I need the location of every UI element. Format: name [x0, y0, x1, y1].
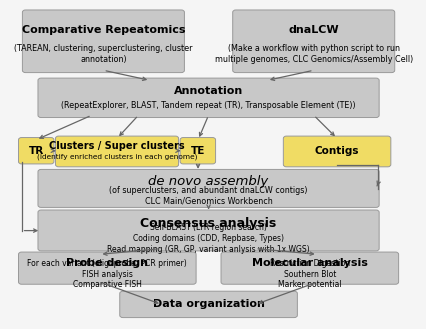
FancyBboxPatch shape — [18, 138, 54, 164]
Text: (identify enriched clusters in each genome): (identify enriched clusters in each geno… — [37, 154, 197, 161]
FancyBboxPatch shape — [119, 291, 296, 317]
Text: (of superclusters, and abundant dnaLCW contigs)
CLC Main/Genomics Workbench: (of superclusters, and abundant dnaLCW c… — [109, 186, 307, 206]
Text: TE: TE — [190, 146, 204, 156]
FancyBboxPatch shape — [38, 210, 378, 251]
Text: Self-BLAST (LTR region search)
Coding domains (CDD, Repbase, Types)
Read mapping: Self-BLAST (LTR region search) Coding do… — [107, 223, 309, 254]
Text: (RepeatExplorer, BLAST, Tandem repeat (TR), Transposable Element (TE)): (RepeatExplorer, BLAST, Tandem repeat (T… — [61, 101, 355, 110]
FancyBboxPatch shape — [283, 136, 390, 167]
FancyBboxPatch shape — [180, 138, 215, 164]
Text: Clusters / Super clusters: Clusters / Super clusters — [49, 141, 184, 151]
Text: TR: TR — [29, 146, 44, 156]
Text: (TAREAN, clustering, superclustering, cluster
annotation): (TAREAN, clustering, superclustering, cl… — [14, 44, 192, 64]
Text: Restriction Digestion
Southern Blot
Marker potential: Restriction Digestion Southern Blot Mark… — [269, 259, 349, 290]
Text: Probe design: Probe design — [66, 258, 148, 267]
Text: Molecular analysis: Molecular analysis — [251, 258, 367, 267]
FancyBboxPatch shape — [221, 252, 398, 284]
FancyBboxPatch shape — [38, 78, 378, 117]
Text: Contigs: Contigs — [314, 146, 359, 157]
Text: Annotation: Annotation — [173, 86, 243, 96]
Text: Consensus analysis: Consensus analysis — [140, 217, 276, 230]
Text: Comparative Repeatomics: Comparative Repeatomics — [22, 25, 185, 35]
Text: For each variant (oligoprobe, PCR primer)
FISH analysis
Comparative FISH: For each variant (oligoprobe, PCR primer… — [27, 259, 187, 290]
Text: dnaLCW: dnaLCW — [288, 25, 338, 35]
Text: Data organization: Data organization — [152, 299, 264, 309]
Text: (Make a workflow with python script to run
multiple genomes, CLC Genomics/Assemb: (Make a workflow with python script to r… — [214, 44, 412, 64]
Text: de novo assembly: de novo assembly — [148, 175, 268, 188]
FancyBboxPatch shape — [55, 136, 178, 167]
FancyBboxPatch shape — [18, 252, 196, 284]
FancyBboxPatch shape — [38, 169, 378, 207]
FancyBboxPatch shape — [22, 10, 184, 73]
FancyBboxPatch shape — [232, 10, 394, 73]
